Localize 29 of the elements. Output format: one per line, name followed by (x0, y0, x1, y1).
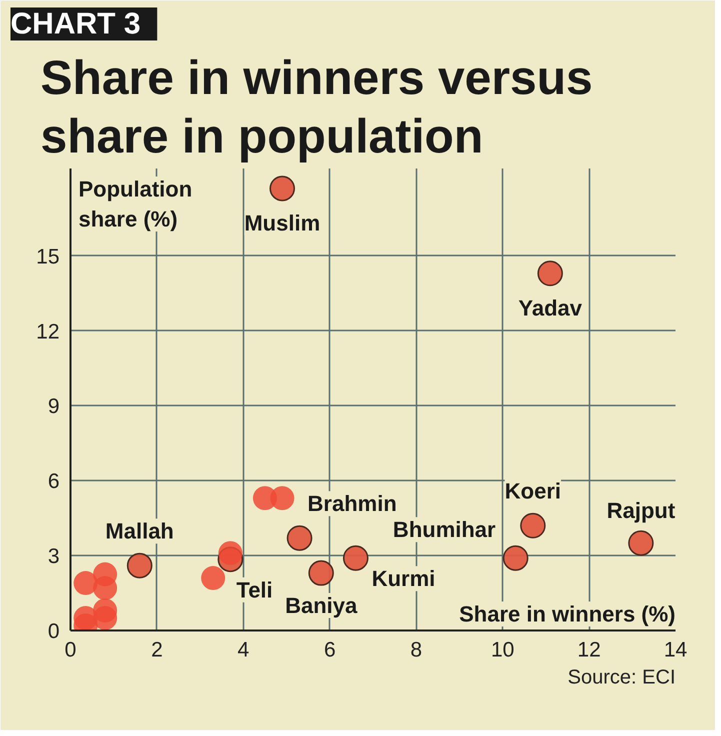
x-axis-title: Share in winners (%) (459, 602, 676, 626)
source-note: Source: ECI (568, 666, 676, 688)
y-tick-label: 3 (48, 545, 60, 568)
y-tick-label: 12 (36, 320, 60, 344)
annotation: Teli (236, 577, 273, 602)
x-tick-label: 2 (151, 638, 163, 662)
y-tick-label: 15 (36, 245, 60, 268)
chart-title: Share in winners versus share in population (40, 52, 593, 164)
annotation: Kurmi (372, 566, 436, 592)
x-tick-label: 4 (238, 638, 250, 662)
annotation: Koeri (504, 478, 562, 504)
y-tick-label: 9 (48, 395, 60, 418)
annotation: Yadav (518, 295, 583, 320)
caption: CHART 3 (10, 8, 141, 40)
x-tick-label: 0 (64, 638, 76, 662)
x-tick-label: 12 (577, 638, 601, 662)
y-tick-label: 6 (48, 470, 60, 494)
annotation: Bhumihar (392, 517, 496, 542)
x-tick-label: 14 (664, 638, 688, 662)
annotation: Brahmin (308, 491, 397, 516)
annotation: Rajput (606, 498, 676, 524)
annotation: Muslim (244, 210, 320, 236)
annotation: Baniya (285, 593, 358, 618)
x-tick-label: 10 (490, 638, 514, 662)
x-tick-label: 8 (410, 638, 422, 662)
y-axis-title: Population share (%) (78, 176, 192, 232)
annotation: Mallah (105, 518, 174, 544)
y-tick-label: 0 (48, 620, 60, 643)
x-tick-label: 6 (324, 638, 336, 662)
